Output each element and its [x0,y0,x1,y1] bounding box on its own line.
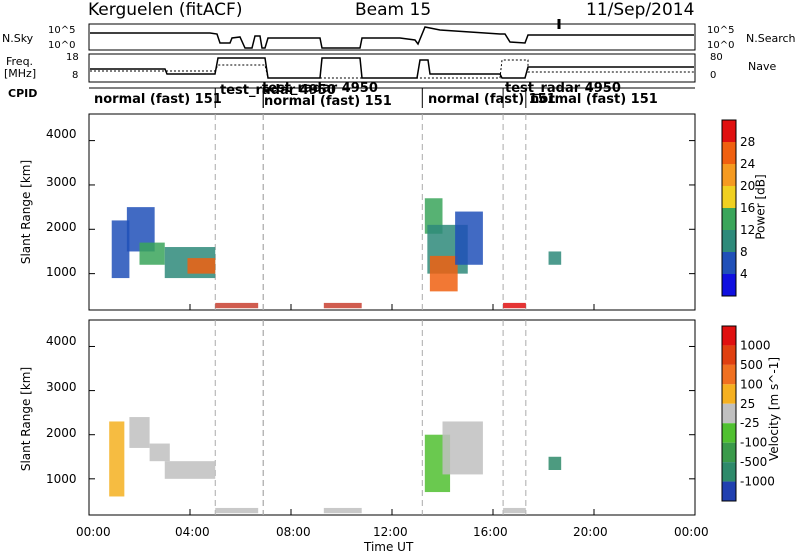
cpid-seg-1: test_radar 4950 [220,83,336,98]
velocity-cell-5 [442,421,483,475]
power-colorbar-swatch [722,208,736,230]
power-colorbar-tick: 4 [740,267,748,281]
power-cell-8 [455,211,483,265]
freq-tick-top: 18 [66,52,79,63]
nsky-tick-top: 10^5 [48,25,76,36]
nsky-label: N.Sky [2,32,34,45]
power-colorbar-swatch [722,186,736,208]
power-colorbar-swatch [722,142,736,164]
power-ytick-1000: 1000 [46,265,77,279]
velocity-colorbar-swatch [722,345,736,365]
radar-title: Kerguelen (fitACF) [88,0,243,20]
nave-trace [90,59,694,79]
xtick-3: 12:00 [373,525,408,539]
xtick-4: 16:00 [473,525,508,539]
velocity-colorbar-swatch [722,326,736,346]
power-cell-12 [548,251,562,265]
power-colorbar-frame [721,119,737,297]
xtick-2: 08:00 [276,525,311,539]
cpid-seg-6: normal (fast) 151 [530,92,658,107]
velocity-colorbar-swatch [722,423,736,443]
velocity-cell-1 [129,417,150,448]
beam-label: Beam 15 [355,0,432,20]
nsky-trace [90,26,694,49]
power-cell-2 [139,242,165,265]
freq-trace [90,57,694,79]
cpid-seg-4: normal (fast) 151 [428,92,556,107]
velocity-colorbar-tick: -1000 [740,475,775,489]
nsky-panel [88,23,696,51]
freq-label-2: [MHz] [4,67,37,80]
xtick-6: 00:00 [674,525,709,539]
power-cell-4 [187,258,216,274]
velocity-colorbar-frame [721,325,737,502]
power-panel-frame [88,113,696,311]
xtick-5: 20:00 [573,525,608,539]
power-cell-9 [503,302,526,309]
freq-tick-bottom: 8 [72,70,79,81]
nsearch-label: N.Search [746,32,796,45]
power-colorbar-swatch [722,164,736,186]
power-colorbar-swatch [722,252,736,274]
velocity-colorbar-swatch [722,462,736,482]
velocity-cell-3 [164,461,216,479]
velocity-colorbar-tick: 1000 [740,338,771,352]
power-colorbar-swatch [722,230,736,252]
power-ytick-2000: 2000 [46,220,77,234]
power-colorbar-tick: 16 [740,201,755,215]
velocity-colorbar-tick: -500 [740,455,767,469]
velocity-colorbar-swatch [722,364,736,385]
power-colorbar-tick: 12 [740,223,755,237]
power-colorbar-tick: 28 [740,135,755,149]
cpid-seg-0: normal (fast) 151 [94,92,222,107]
velocity-colorbar-tick: 25 [740,397,755,411]
power-colorbar-swatch [722,274,736,296]
velocity-cell-2 [149,443,170,462]
freq-panel [88,53,696,83]
velocity-cell-8 [323,507,362,514]
power-cell-7 [429,255,458,292]
nave-label: Nave [748,60,777,73]
velocity-ytick-3000: 3000 [46,380,77,394]
velocity-ytick-1000: 1000 [46,472,77,486]
freq-label-1: Freq. [6,55,34,68]
cpid-label: CPID [8,87,38,100]
xaxis-label: Time UT [364,540,414,554]
power-cell-10 [215,302,259,309]
nsearch-tick-bottom: 10^0 [707,40,735,51]
power-colorbar-tick: 8 [740,245,748,259]
power-cell-11 [323,302,362,309]
velocity-colorbar-tick: 100 [740,377,763,391]
nsky-tick-bottom: 10^0 [48,40,76,51]
velocity-cell-6 [503,507,526,514]
velocity-cell-9 [548,456,562,470]
power-colorbar-tick: 24 [740,157,755,171]
nave-tick-bottom: 0 [710,70,717,81]
velocity-colorbar-tick: -25 [740,416,760,430]
velocity-colorbar-swatch [722,481,736,501]
velocity-colorbar-tick: -100 [740,436,767,450]
velocity-ytick-4000: 4000 [46,334,77,348]
velocity-colorbar-swatch [722,403,736,424]
velocity-panel-frame [88,319,696,516]
power-ytick-4000: 4000 [46,127,77,141]
xtick-0: 00:00 [76,525,111,539]
velocity-colorbar-tick: 500 [740,358,763,372]
power-colorbar-swatch [722,120,736,142]
xtick-1: 04:00 [175,525,210,539]
power-cell-0 [111,220,130,279]
power-ytick-3000: 3000 [46,175,77,189]
nsearch-tick-top: 10^5 [707,25,735,36]
date-label: 11/Sep/2014 [586,0,695,20]
power-colorbar-tick: 20 [740,179,755,193]
nave-tick-top: 80 [710,52,723,63]
velocity-cell-0 [109,421,125,497]
velocity-colorbar-swatch [722,442,736,463]
velocity-ytick-2000: 2000 [46,426,77,440]
velocity-colorbar-swatch [722,384,736,404]
cpid-seg-3: normal (fast) 151 [264,94,392,109]
velocity-cell-7 [215,507,259,514]
